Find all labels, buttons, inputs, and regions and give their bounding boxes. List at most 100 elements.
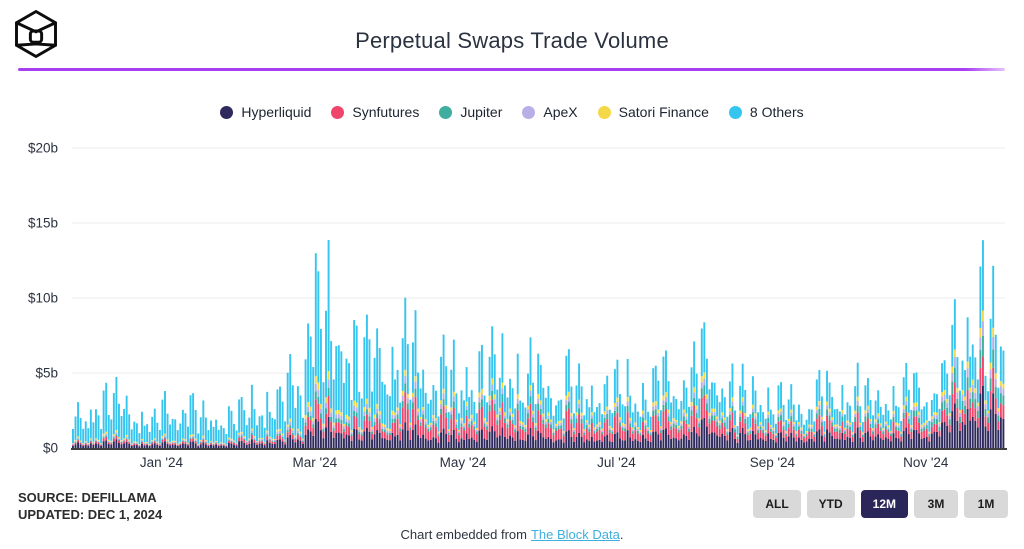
bar-segment[interactable] (97, 415, 100, 440)
bar-segment[interactable] (342, 423, 345, 427)
bar-segment[interactable] (503, 418, 506, 423)
bar-segment[interactable] (115, 432, 118, 435)
bar-segment[interactable] (463, 439, 466, 448)
bar-segment[interactable] (330, 417, 333, 422)
bar-segment[interactable] (110, 443, 113, 445)
bar-segment[interactable] (437, 416, 440, 432)
bar-segment[interactable] (279, 430, 281, 434)
bar-segment[interactable] (613, 433, 616, 448)
bar-segment[interactable] (475, 428, 478, 430)
bar-segment[interactable] (391, 418, 394, 423)
bar-segment[interactable] (72, 444, 74, 446)
bar-segment[interactable] (856, 396, 859, 401)
bar-segment[interactable] (780, 411, 782, 416)
bar-segment[interactable] (429, 427, 432, 431)
bar-segment[interactable] (286, 372, 289, 425)
bar-segment[interactable] (746, 429, 749, 431)
bar-segment[interactable] (754, 423, 757, 435)
bar-segment[interactable] (363, 407, 366, 412)
bar-segment[interactable] (337, 409, 340, 415)
bar-segment[interactable] (197, 445, 200, 447)
bar-segment[interactable] (133, 444, 136, 448)
bar-segment[interactable] (912, 416, 915, 431)
bar-segment[interactable] (238, 436, 241, 438)
bar-segment[interactable] (335, 418, 338, 423)
bar-segment[interactable] (445, 405, 448, 409)
bar-segment[interactable] (470, 417, 473, 421)
bar-segment[interactable] (624, 426, 627, 429)
bar-segment[interactable] (933, 423, 936, 432)
bar-segment[interactable] (557, 400, 560, 422)
bar-segment[interactable] (72, 429, 74, 444)
bar-segment[interactable] (716, 416, 719, 420)
bar-segment[interactable] (100, 429, 103, 444)
bar-segment[interactable] (659, 426, 662, 429)
bar-segment[interactable] (281, 438, 284, 442)
bar-segment[interactable] (289, 354, 292, 419)
bar-segment[interactable] (542, 423, 545, 438)
bar-segment[interactable] (805, 436, 808, 442)
bar-segment[interactable] (327, 379, 330, 388)
bar-segment[interactable] (225, 445, 228, 447)
bar-segment[interactable] (797, 424, 800, 427)
bar-segment[interactable] (698, 398, 701, 419)
bar-segment[interactable] (626, 358, 629, 397)
bar-segment[interactable] (616, 412, 619, 433)
bar-segment[interactable] (77, 402, 80, 437)
bar-segment[interactable] (521, 424, 524, 427)
bar-segment[interactable] (933, 393, 936, 412)
bar-segment[interactable] (227, 443, 230, 448)
bar-segment[interactable] (690, 415, 693, 432)
bar-segment[interactable] (97, 440, 100, 442)
bar-segment[interactable] (256, 443, 258, 445)
bar-segment[interactable] (371, 433, 373, 440)
bar-segment[interactable] (754, 413, 757, 417)
bar-segment[interactable] (739, 433, 742, 448)
bar-segment[interactable] (631, 429, 634, 432)
bar-segment[interactable] (383, 384, 386, 425)
bar-segment[interactable] (774, 434, 777, 436)
bar-segment[interactable] (284, 441, 287, 443)
bar-segment[interactable] (450, 434, 453, 448)
bar-segment[interactable] (670, 421, 673, 425)
bar-segment[interactable] (672, 437, 675, 448)
bar-segment[interactable] (956, 392, 959, 399)
bar-segment[interactable] (930, 418, 933, 423)
bar-segment[interactable] (506, 397, 509, 420)
bar-segment[interactable] (782, 422, 785, 425)
bar-segment[interactable] (616, 401, 619, 407)
bar-segment[interactable] (889, 419, 892, 431)
bar-segment[interactable] (432, 420, 435, 425)
bar-segment[interactable] (552, 429, 555, 432)
bar-segment[interactable] (966, 368, 969, 378)
bar-segment[interactable] (417, 372, 419, 409)
bar-segment[interactable] (731, 412, 734, 428)
bar-segment[interactable] (534, 427, 537, 431)
bar-segment[interactable] (708, 433, 711, 448)
bar-segment[interactable] (999, 403, 1002, 418)
bar-segment[interactable] (302, 417, 304, 439)
bar-segment[interactable] (685, 419, 688, 424)
bar-segment[interactable] (532, 421, 535, 437)
bar-segment[interactable] (325, 408, 327, 414)
bar-segment[interactable] (887, 429, 890, 433)
bar-segment[interactable] (133, 443, 136, 445)
bar-segment[interactable] (273, 419, 276, 440)
bar-segment[interactable] (810, 438, 813, 448)
bar-segment[interactable] (204, 444, 207, 448)
bar-segment[interactable] (376, 403, 379, 409)
bar-segment[interactable] (864, 416, 867, 422)
bar-segment[interactable] (534, 423, 537, 426)
bar-segment[interactable] (299, 395, 302, 432)
bar-segment[interactable] (243, 437, 246, 439)
bar-segment[interactable] (670, 429, 673, 439)
bar-segment[interactable] (110, 442, 113, 444)
bar-segment[interactable] (603, 436, 606, 448)
bar-segment[interactable] (895, 424, 897, 427)
bar-segment[interactable] (238, 434, 241, 437)
bar-segment[interactable] (235, 445, 238, 448)
bar-segment[interactable] (210, 441, 212, 443)
bar-segment[interactable] (731, 397, 734, 402)
bar-segment[interactable] (1002, 418, 1005, 448)
bar-segment[interactable] (703, 385, 706, 396)
